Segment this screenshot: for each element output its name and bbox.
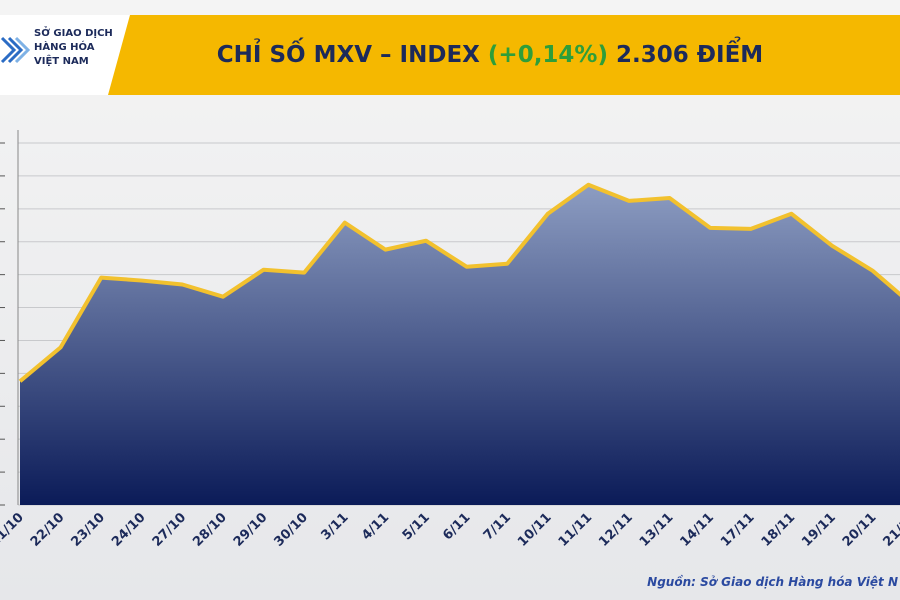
title-part: (+0,14%) — [488, 42, 608, 68]
logo-text: SỞ GIAO DỊCH — [34, 25, 113, 39]
logo-box — [0, 15, 130, 95]
logo-text: HÀNG HÓA — [34, 40, 95, 53]
logo-icon — [0, 36, 31, 64]
chart-title: CHỈ SỐ MXV – INDEX (+0,14%) 2.306 ĐIỂM — [217, 37, 763, 68]
title-part: 2.306 ĐIỂM — [616, 37, 763, 68]
logo-text: VIỆT NAM — [34, 54, 89, 67]
header-band — [0, 15, 900, 95]
line — [18, 182, 900, 383]
source-note: Nguồn: Sở Giao dịch Hàng hóa Việt N — [647, 575, 898, 589]
area — [20, 184, 900, 505]
title-part: CHỈ SỐ MXV – INDEX — [217, 37, 480, 68]
